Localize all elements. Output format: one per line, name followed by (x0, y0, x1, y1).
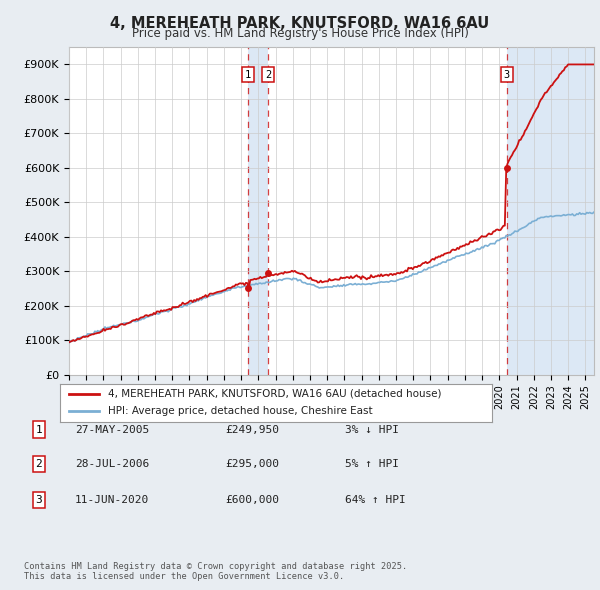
Text: £249,950: £249,950 (225, 425, 279, 434)
Text: 5% ↑ HPI: 5% ↑ HPI (345, 460, 399, 469)
Text: Price paid vs. HM Land Registry's House Price Index (HPI): Price paid vs. HM Land Registry's House … (131, 27, 469, 40)
Bar (507, 47, 594, 375)
Text: 27-MAY-2005: 27-MAY-2005 (75, 425, 149, 434)
Text: 3: 3 (504, 70, 510, 80)
Text: 1: 1 (245, 70, 251, 80)
Text: 1: 1 (35, 425, 43, 434)
Text: £600,000: £600,000 (225, 495, 279, 504)
Text: 3% ↓ HPI: 3% ↓ HPI (345, 425, 399, 434)
Text: £295,000: £295,000 (225, 460, 279, 469)
Text: 64% ↑ HPI: 64% ↑ HPI (345, 495, 406, 504)
Text: This data is licensed under the Open Government Licence v3.0.: This data is licensed under the Open Gov… (24, 572, 344, 581)
Text: 4, MEREHEATH PARK, KNUTSFORD, WA16 6AU: 4, MEREHEATH PARK, KNUTSFORD, WA16 6AU (110, 16, 490, 31)
Text: 3: 3 (35, 495, 43, 504)
Bar (248, 47, 268, 375)
Text: HPI: Average price, detached house, Cheshire East: HPI: Average price, detached house, Ches… (107, 407, 372, 417)
Text: Contains HM Land Registry data © Crown copyright and database right 2025.: Contains HM Land Registry data © Crown c… (24, 562, 407, 571)
Text: 11-JUN-2020: 11-JUN-2020 (75, 495, 149, 504)
Text: 2: 2 (265, 70, 271, 80)
Text: 2: 2 (35, 460, 43, 469)
Text: 4, MEREHEATH PARK, KNUTSFORD, WA16 6AU (detached house): 4, MEREHEATH PARK, KNUTSFORD, WA16 6AU (… (107, 389, 441, 399)
Text: 28-JUL-2006: 28-JUL-2006 (75, 460, 149, 469)
